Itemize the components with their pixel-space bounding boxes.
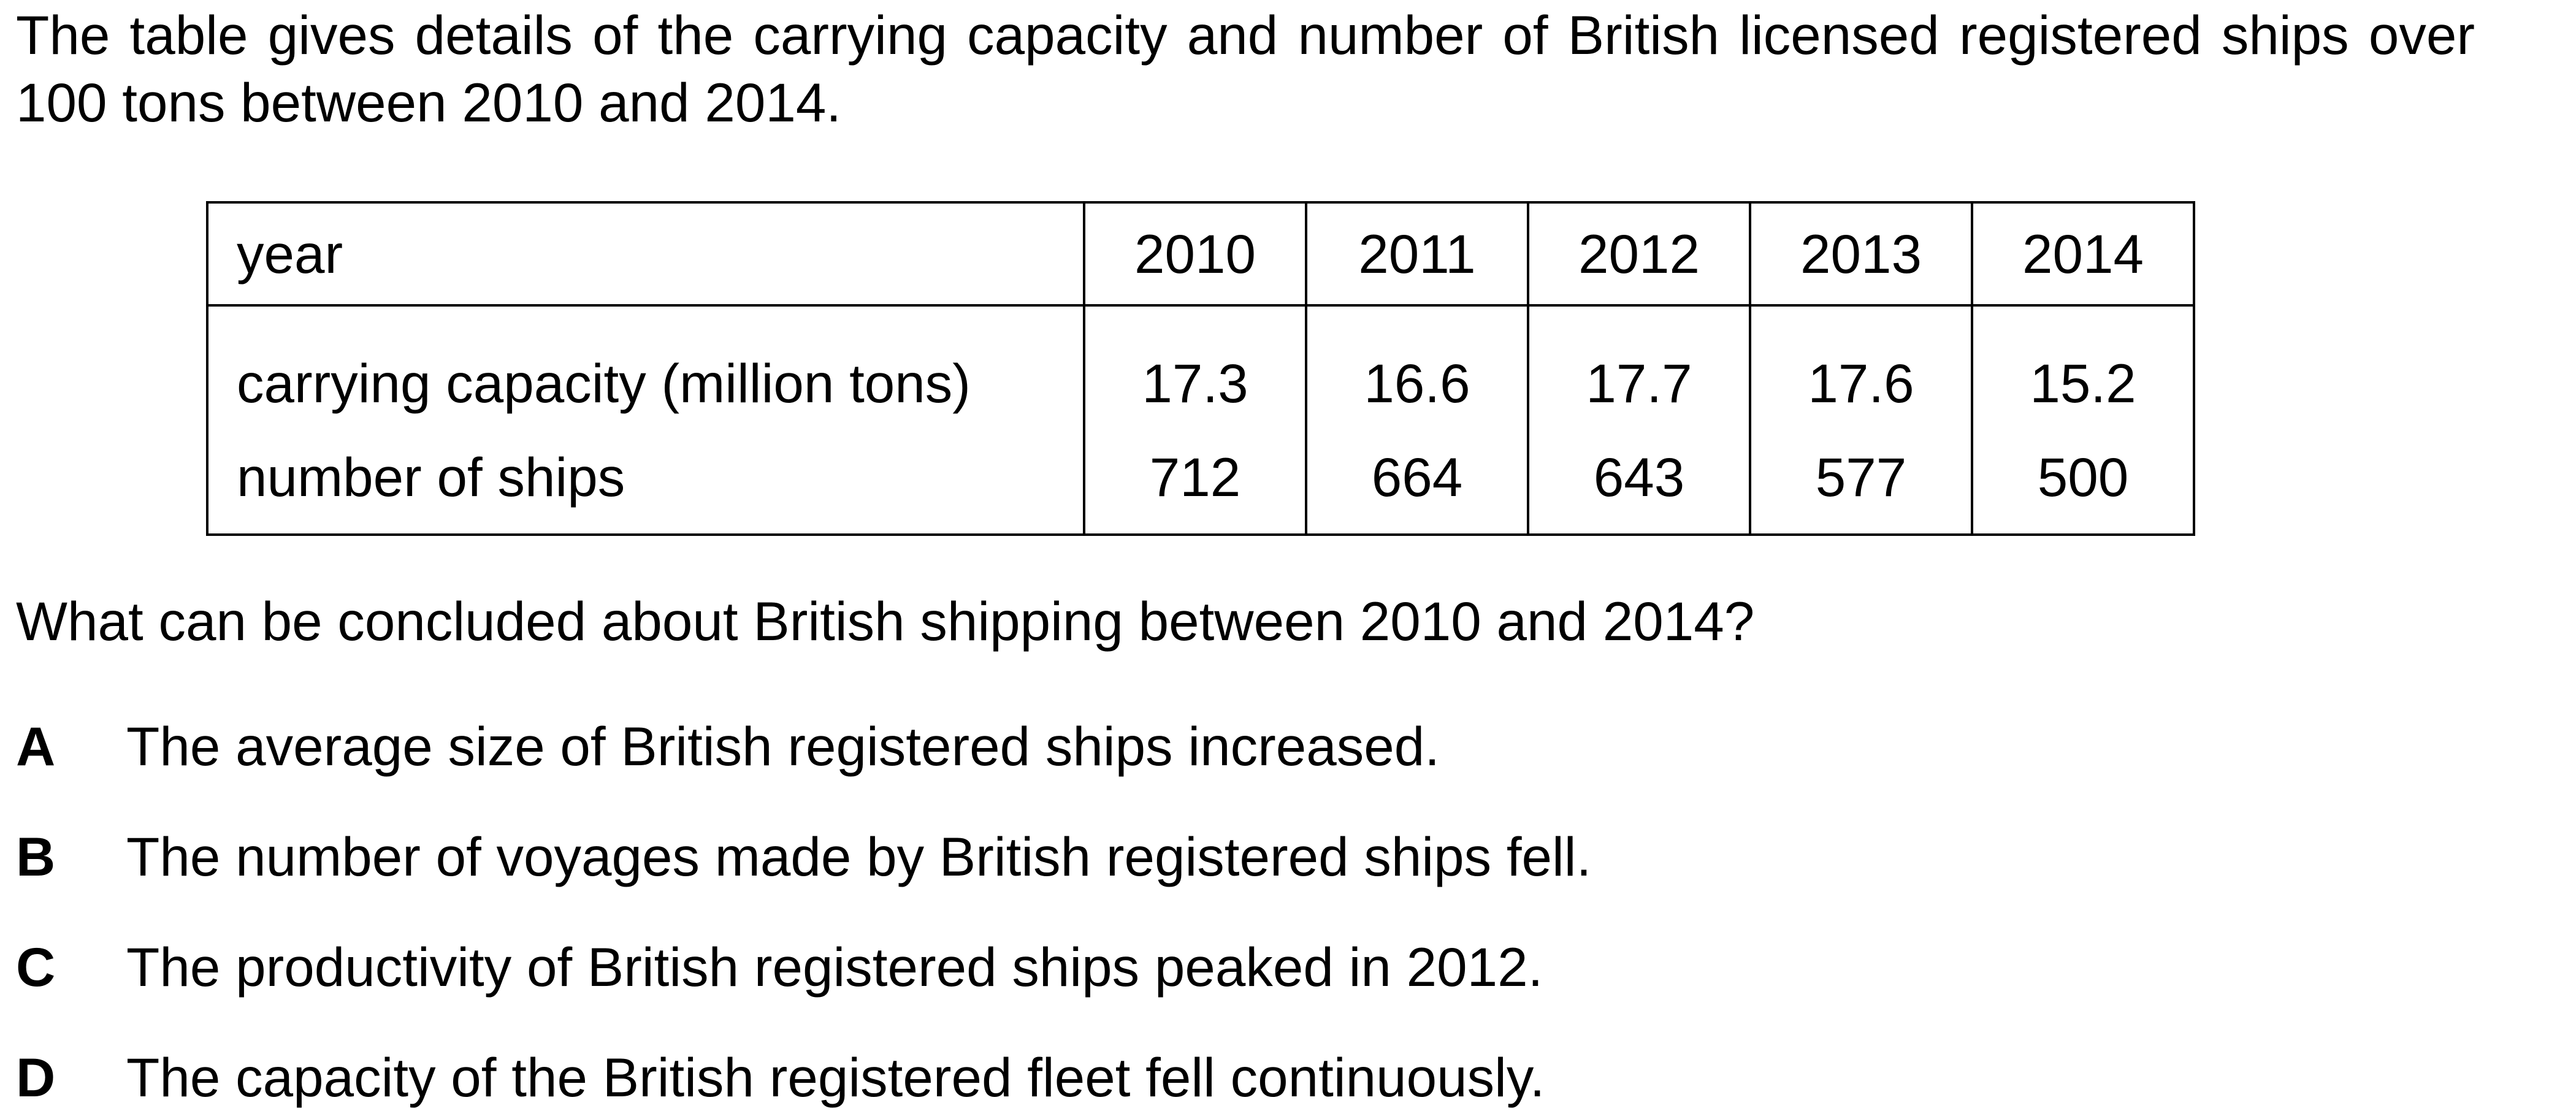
- value-cell: 17.6: [1749, 305, 1973, 434]
- header-year-cell: 2011: [1305, 201, 1529, 307]
- value-cell: 17.3: [1083, 305, 1307, 434]
- header-year-cell: 2013: [1749, 201, 1973, 307]
- option-letter: B: [16, 826, 56, 887]
- table-row: carrying capacity (million tons) 17.3 16…: [206, 305, 2195, 434]
- option-text: The average size of British registered s…: [126, 716, 1440, 777]
- option-b[interactable]: B The number of voyages made by British r…: [16, 823, 1591, 890]
- value-cell: 500: [1971, 434, 2195, 536]
- row-label-cell: number of ships: [206, 434, 1085, 536]
- value-cell: 712: [1083, 434, 1307, 536]
- option-letter: A: [16, 716, 56, 777]
- option-letter: C: [16, 936, 56, 998]
- value-cell: 664: [1305, 434, 1529, 536]
- option-c[interactable]: C The productivity of British registered …: [16, 933, 1543, 1001]
- table-row: number of ships 712 664 643 577 500: [206, 434, 2195, 536]
- header-year-cell: 2014: [1971, 201, 2195, 307]
- option-d[interactable]: D The capacity of the British registered …: [16, 1044, 1545, 1111]
- row-label-cell: carrying capacity (million tons): [206, 305, 1085, 434]
- value-cell: 15.2: [1971, 305, 2195, 434]
- value-cell: 643: [1527, 434, 1751, 536]
- option-letter: D: [16, 1047, 56, 1108]
- value-cell: 17.7: [1527, 305, 1751, 434]
- shipping-table: year 2010 2011 2012 2013 2014 carrying c…: [206, 201, 2195, 536]
- header-year-cell: 2010: [1083, 201, 1307, 307]
- option-a[interactable]: A The average size of British registered …: [16, 712, 1440, 780]
- option-text: The number of voyages made by British re…: [126, 826, 1592, 887]
- header-year-cell: 2012: [1527, 201, 1751, 307]
- header-label-cell: year: [206, 201, 1085, 307]
- value-cell: 577: [1749, 434, 1973, 536]
- table-header-row: year 2010 2011 2012 2013 2014: [206, 201, 2195, 307]
- option-text: The capacity of the British registered f…: [126, 1047, 1545, 1108]
- value-cell: 16.6: [1305, 305, 1529, 434]
- option-text: The productivity of British registered s…: [126, 936, 1543, 998]
- question-text: What can be concluded about British ship…: [16, 590, 1755, 652]
- intro-text: The table gives details of the carrying …: [16, 4, 2475, 133]
